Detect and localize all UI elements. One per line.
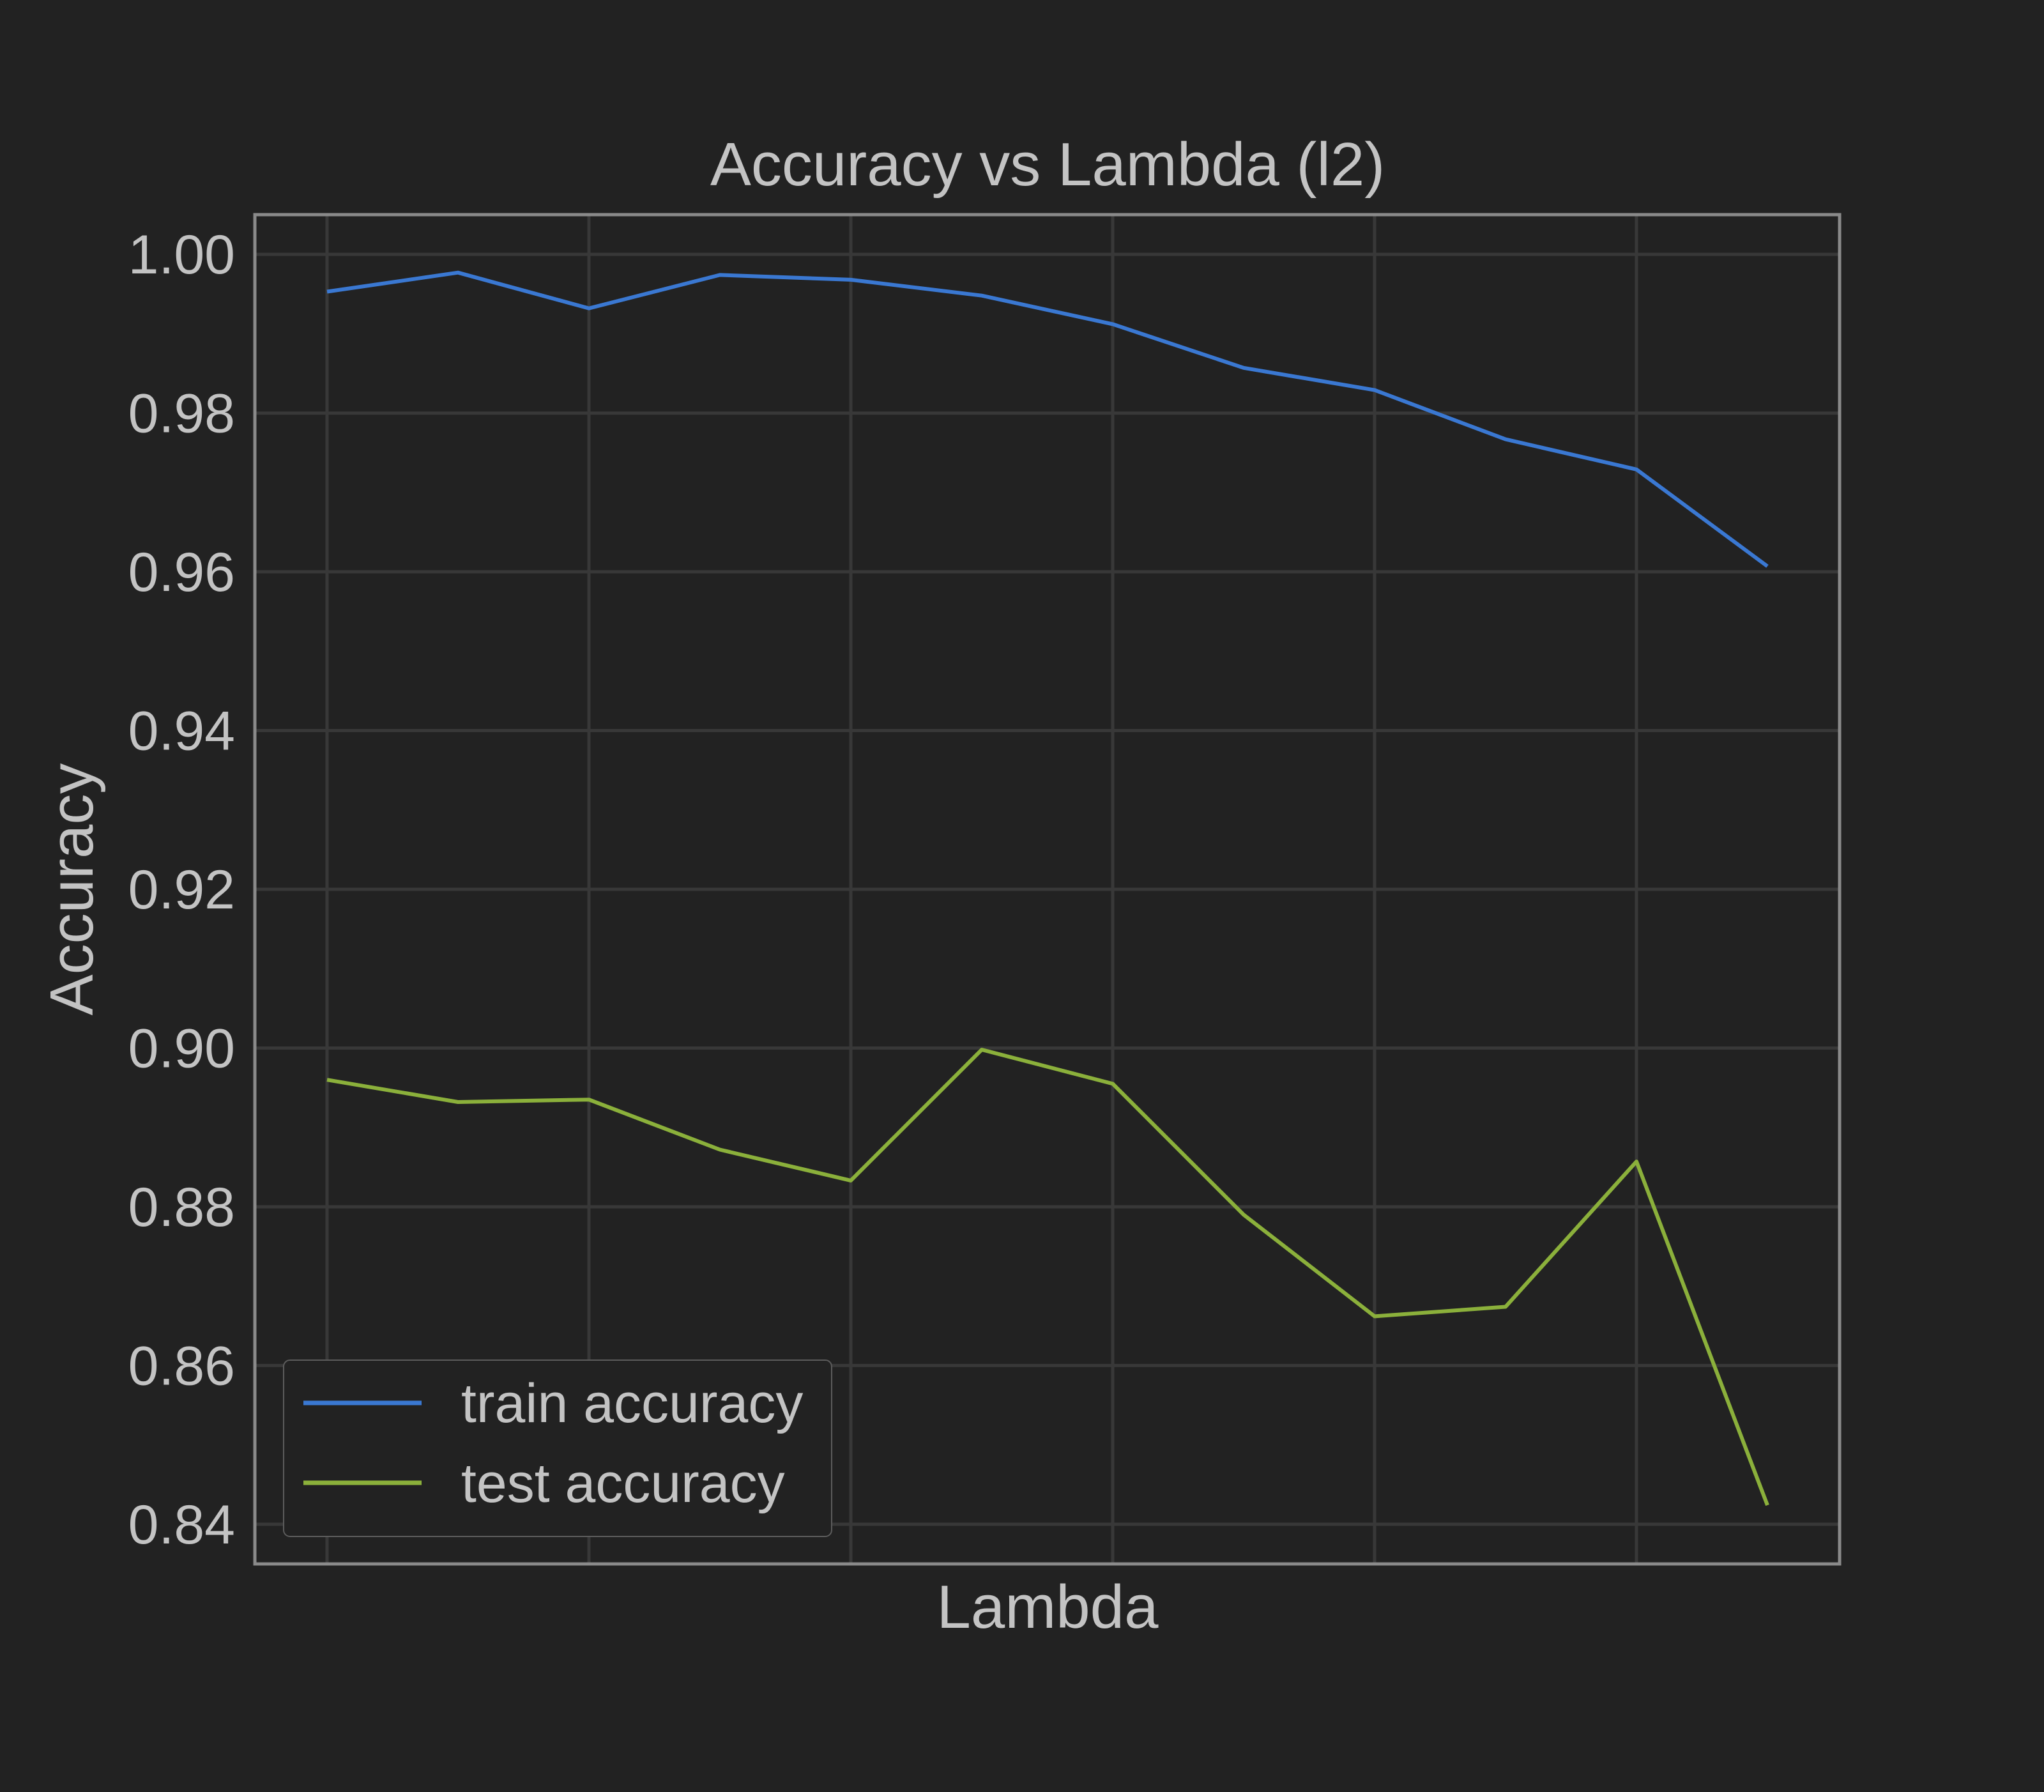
y-tick-label: 0.92 [128,859,235,921]
series-line-train-accuracy [326,270,1769,568]
y-tick-label: 1.00 [128,224,235,286]
series-lines [326,270,1769,1506]
y-tick-label: 0.86 [128,1335,235,1397]
y-tick-label: 0.88 [128,1177,235,1238]
legend-label-test-accuracy: test accuracy [461,1453,785,1514]
y-axis-label: Accuracy [38,763,106,1016]
grid-lines [255,215,1840,1564]
legend-label-train-accuracy: train accuracy [461,1373,803,1434]
series-line-test-accuracy [326,1048,1769,1506]
y-tick-label: 0.90 [128,1018,235,1079]
y-tick-label: 0.98 [128,383,235,445]
y-tick-label: 0.96 [128,542,235,603]
y-tick-label: 0.94 [128,701,235,762]
y-tick-labels: 0.84 0.86 0.88 0.90 0.92 0.94 0.96 0.98 1.00 [128,224,235,1556]
legend: train accuracy test accuracy [283,1359,832,1537]
plot-frame [253,213,1842,1566]
y-tick-label: 0.84 [128,1494,235,1556]
chart-title: Accuracy vs Lambda (l2) [710,130,1385,199]
x-axis-label: Lambda [937,1573,1159,1641]
